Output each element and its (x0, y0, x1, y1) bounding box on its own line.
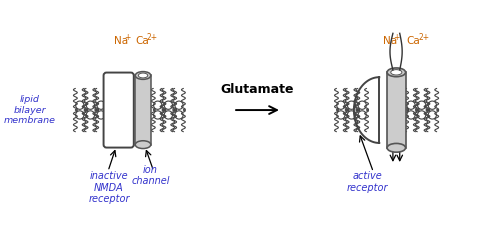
Text: +: + (124, 33, 131, 42)
Text: Ca: Ca (135, 36, 149, 46)
Text: 2+: 2+ (147, 33, 158, 42)
Bar (387, 72, 406, 148)
Text: Ca: Ca (406, 36, 420, 46)
FancyBboxPatch shape (104, 72, 134, 148)
Text: inactive
NMDA
receptor: inactive NMDA receptor (88, 171, 130, 204)
Ellipse shape (135, 72, 151, 79)
Bar (135, 75, 151, 145)
Text: 2+: 2+ (418, 33, 430, 42)
Text: lipid
bilayer
membrane: lipid bilayer membrane (4, 95, 56, 125)
Text: Na: Na (114, 36, 128, 46)
Ellipse shape (138, 73, 147, 78)
Text: active
receptor: active receptor (346, 171, 388, 193)
Ellipse shape (391, 70, 402, 75)
Text: +: + (394, 33, 400, 42)
Ellipse shape (135, 141, 151, 148)
Text: Glutamate: Glutamate (220, 83, 294, 97)
Text: ion
channel: ion channel (131, 165, 170, 186)
Ellipse shape (387, 143, 406, 152)
Ellipse shape (387, 68, 406, 77)
Text: Na: Na (382, 36, 397, 46)
